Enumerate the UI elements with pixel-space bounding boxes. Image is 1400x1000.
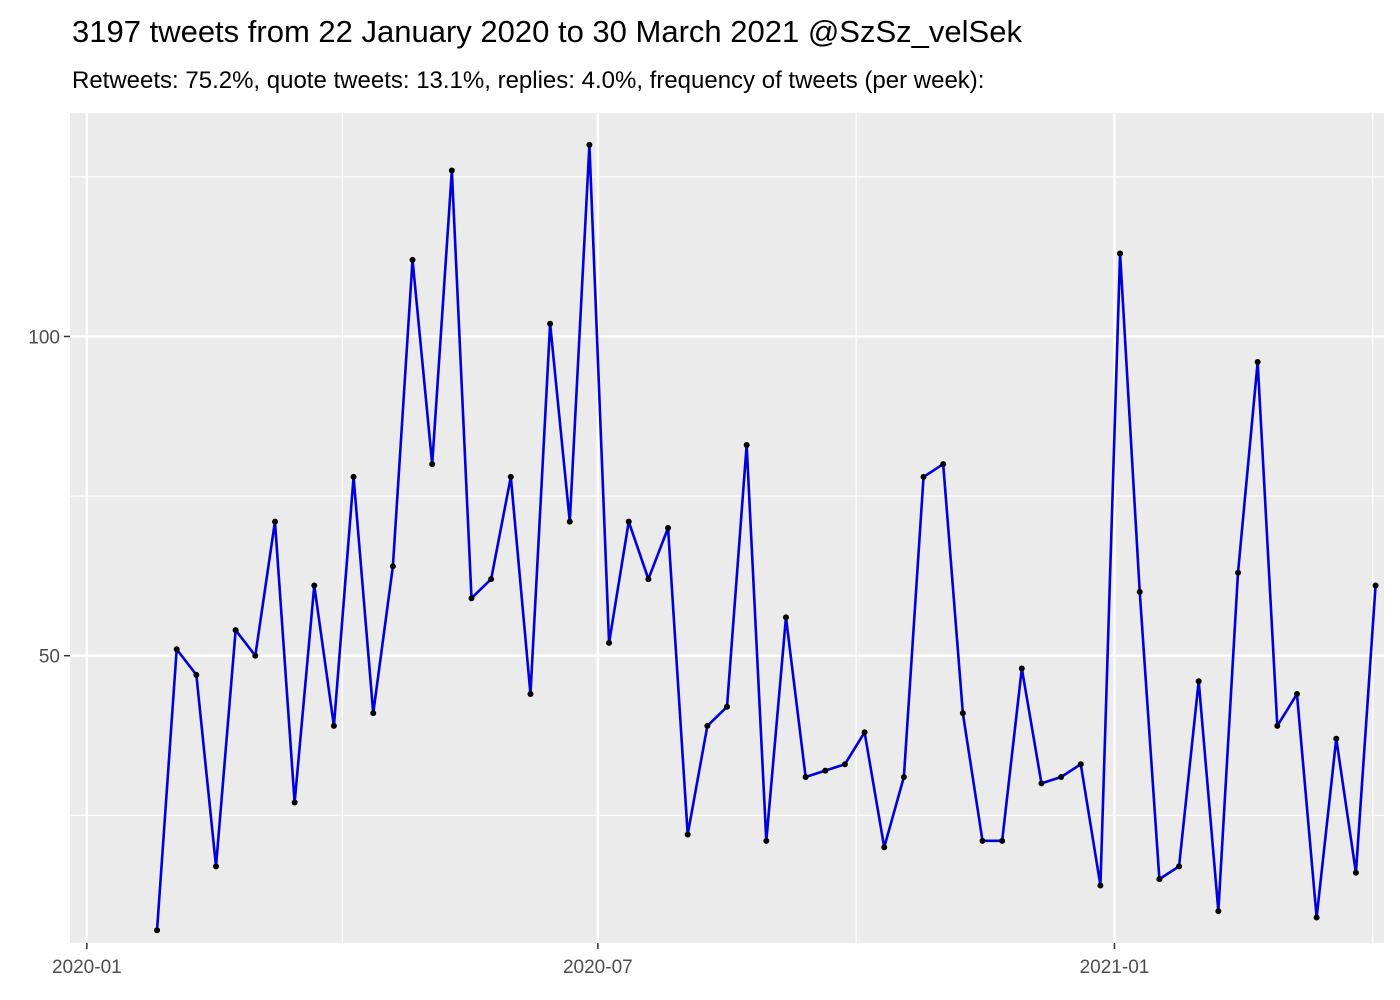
data-point (1293, 691, 1300, 697)
data-point (1018, 665, 1025, 672)
data-point (724, 703, 730, 710)
data-point (311, 582, 318, 589)
data-point (782, 614, 789, 621)
data-point (370, 710, 377, 717)
data-point (429, 461, 436, 468)
data-point (1254, 359, 1261, 365)
data-point (586, 141, 593, 148)
data-point (704, 722, 711, 729)
data-point (1215, 908, 1222, 915)
data-point (1077, 761, 1084, 768)
data-point (1333, 735, 1340, 742)
data-point (1156, 876, 1163, 883)
data-point (1097, 882, 1104, 889)
x-tick-label: 2020-07 (563, 957, 633, 978)
data-point (547, 320, 554, 327)
data-point (1058, 774, 1065, 780)
data-point (625, 518, 632, 525)
data-point (1176, 863, 1183, 870)
data-point (213, 863, 219, 870)
data-point (940, 461, 947, 468)
data-point (1274, 722, 1281, 729)
data-point (291, 799, 298, 806)
data-point (1372, 582, 1379, 589)
data-point (684, 831, 691, 838)
data-point (645, 576, 652, 583)
data-point (232, 627, 239, 634)
points-group (154, 141, 1379, 934)
chart-subtitle: Retweets: 75.2%, quote tweets: 13.1%, re… (72, 67, 984, 94)
data-point (1038, 780, 1045, 787)
chart-title: 3197 tweets from 22 January 2020 to 30 M… (72, 14, 1022, 49)
data-point (350, 473, 357, 480)
data-point (606, 639, 613, 646)
data-point (566, 518, 573, 525)
data-point (389, 563, 396, 570)
data-point (468, 595, 475, 602)
data-point (822, 767, 829, 774)
data-point (271, 518, 278, 525)
data-point (802, 774, 809, 780)
data-point (900, 774, 907, 780)
data-point (173, 646, 180, 653)
data-point (959, 710, 966, 717)
data-point (743, 442, 750, 448)
data-point (1195, 678, 1202, 685)
data-point (252, 652, 259, 659)
data-point (665, 525, 672, 531)
data-point (1136, 588, 1143, 595)
data-point (193, 671, 200, 678)
data-point (999, 837, 1006, 844)
data-point (154, 927, 161, 934)
data-point (861, 729, 868, 736)
data-point (448, 167, 455, 174)
data-point (979, 837, 986, 844)
x-tick-label: 2020-01 (52, 957, 122, 978)
axis-group: 50 100 2020-01 2020-07 2021-01 (28, 327, 1149, 978)
data-point (507, 473, 514, 480)
data-point (527, 691, 534, 697)
data-point (881, 844, 888, 851)
data-point (841, 761, 848, 768)
data-point (1117, 250, 1124, 257)
y-tick-label: 50 (39, 647, 60, 668)
data-point (1235, 569, 1241, 576)
data-point (409, 256, 416, 263)
data-point (920, 473, 927, 480)
plot-panel (70, 113, 1384, 943)
data-point (763, 837, 770, 844)
y-tick-label: 100 (28, 327, 60, 348)
minor-gridlines (70, 113, 1384, 943)
data-point (1352, 869, 1359, 876)
major-gridlines (70, 113, 1384, 943)
data-point (1313, 914, 1320, 921)
data-point (330, 722, 337, 729)
x-tick-label: 2021-01 (1080, 957, 1150, 978)
data-point (488, 576, 495, 583)
